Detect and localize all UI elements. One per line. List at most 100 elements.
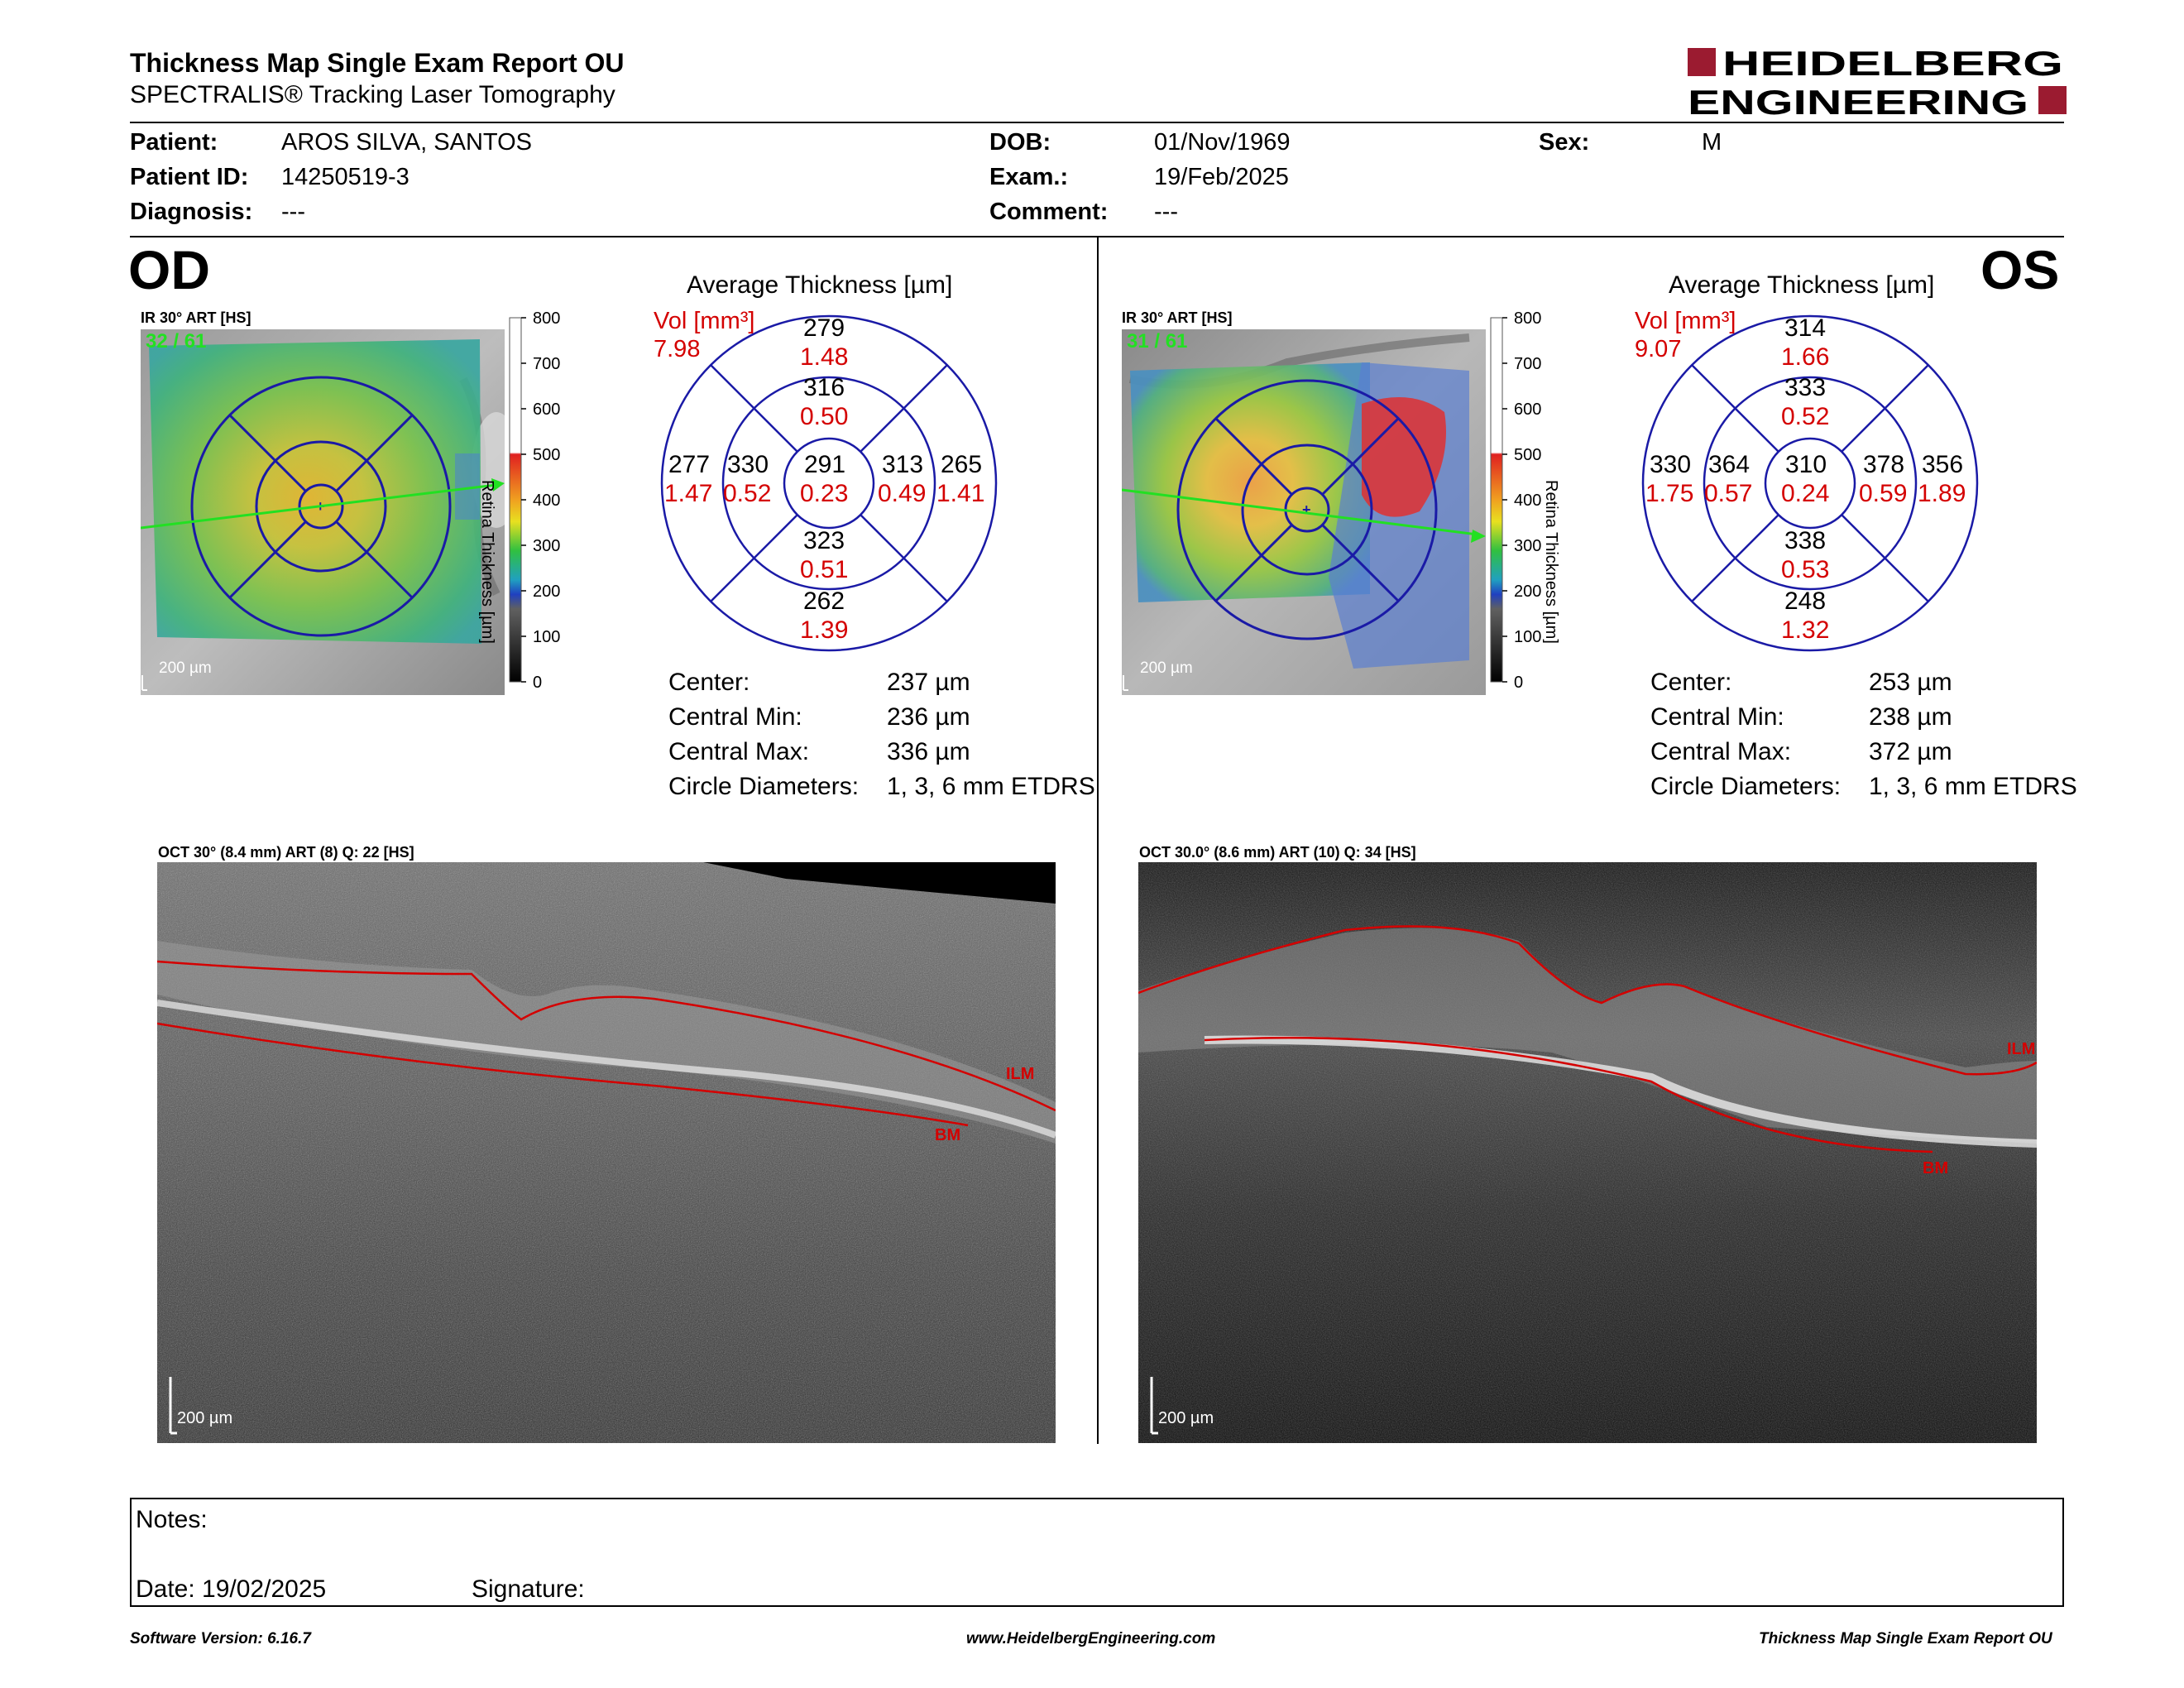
od-outer-inf-vol: 1.39 xyxy=(800,616,849,644)
od-colorbar xyxy=(509,317,526,683)
od-cb-tick-0: 0 xyxy=(533,674,543,692)
comment-label: Comment: xyxy=(989,199,1109,225)
od-center: 291 xyxy=(804,451,846,478)
comment-value: --- xyxy=(1154,199,1178,225)
od-max-value: 336 µm xyxy=(887,738,970,765)
os-center-vol: 0.24 xyxy=(1781,480,1830,507)
os-cb-tick-200: 200 xyxy=(1514,583,1542,601)
footer-website[interactable]: www.HeidelbergEngineering.com xyxy=(966,1630,1216,1647)
os-inner-inf: 338 xyxy=(1784,527,1827,554)
signature-label: Signature: xyxy=(472,1575,585,1603)
od-center-vol: 0.23 xyxy=(800,480,849,507)
os-outer-inf-vol: 1.32 xyxy=(1781,616,1830,644)
info-divider xyxy=(130,236,2064,237)
os-ilm-label: ILM xyxy=(2007,1040,2035,1058)
center-divider xyxy=(1097,237,1099,1444)
os-outer-sup: 314 xyxy=(1784,314,1827,342)
od-outer-left-vol: 1.47 xyxy=(664,480,713,507)
od-oct-scale: 200 µm xyxy=(177,1409,232,1427)
od-eye-label: OD xyxy=(128,239,210,300)
os-etdrs-chart xyxy=(1641,314,1979,652)
os-cb-title: Retina Thickness [µm] xyxy=(1542,480,1560,644)
os-outer-left: 330 xyxy=(1650,451,1692,478)
os-outer-left-vol: 1.75 xyxy=(1645,480,1694,507)
od-inner-left-vol: 0.52 xyxy=(723,480,772,507)
os-cb-tick-100: 100 xyxy=(1514,628,1542,646)
os-fundus-label: IR 30° ART [HS] xyxy=(1122,309,1233,326)
os-cb-tick-800: 800 xyxy=(1514,309,1542,328)
os-oct-bscan: ILM BM 200 µm xyxy=(1138,862,2037,1443)
notes-box[interactable] xyxy=(130,1498,2064,1607)
od-cb-tick-200: 200 xyxy=(533,583,561,601)
od-outer-inf: 262 xyxy=(803,587,845,615)
dob-label: DOB: xyxy=(989,129,1051,156)
os-cb-tick-600: 600 xyxy=(1514,400,1542,419)
od-max-label: Central Max: xyxy=(668,738,810,765)
os-fundus-scale: 200 µm xyxy=(1140,659,1193,677)
os-oct-label: OCT 30.0° (8.6 mm) ART (10) Q: 34 [HS] xyxy=(1139,844,1416,861)
os-inner-right: 378 xyxy=(1863,451,1905,478)
diagnosis-label: Diagnosis: xyxy=(130,199,253,225)
os-max-value: 372 µm xyxy=(1869,738,1952,765)
os-colorbar xyxy=(1490,317,1507,683)
dob-value: 01/Nov/1969 xyxy=(1154,129,1291,156)
logo-line1: HEIDELBERG xyxy=(1722,44,2063,83)
svg-text:+: + xyxy=(1302,501,1311,518)
os-cb-tick-700: 700 xyxy=(1514,355,1542,373)
od-min-label: Central Min: xyxy=(668,703,802,731)
od-inner-sup-vol: 0.50 xyxy=(800,403,849,430)
os-min-label: Central Min: xyxy=(1650,703,1784,731)
footer-report: Thickness Map Single Exam Report OU xyxy=(1759,1630,2052,1647)
od-inner-inf-vol: 0.51 xyxy=(800,556,849,583)
patient-label: Patient: xyxy=(130,129,218,156)
od-ilm-label: ILM xyxy=(1006,1065,1034,1083)
od-outer-right-vol: 1.41 xyxy=(936,480,985,507)
od-diam-label: Circle Diameters: xyxy=(668,773,860,800)
exam-label: Exam.: xyxy=(989,164,1069,190)
os-diam-label: Circle Diameters: xyxy=(1650,773,1842,800)
od-vol-total: 7.98 xyxy=(654,336,701,362)
od-outer-left: 277 xyxy=(668,451,711,478)
od-cb-tick-800: 800 xyxy=(533,309,561,328)
diagnosis-value: --- xyxy=(281,199,305,225)
report-subtitle: SPECTRALIS® Tracking Laser Tomography xyxy=(130,81,615,108)
os-outer-right-vol: 1.89 xyxy=(1918,480,1966,507)
os-min-value: 238 µm xyxy=(1869,703,1952,731)
os-vol-total: 9.07 xyxy=(1635,336,1682,362)
od-inner-left: 330 xyxy=(727,451,769,478)
patient-value: AROS SILVA, SANTOS xyxy=(281,129,532,156)
os-fundus-map: + 31 / 61 200 µm xyxy=(1122,329,1486,695)
od-vol-label: Vol [mm³] xyxy=(654,308,755,334)
header-divider xyxy=(130,122,2064,123)
heidelberg-logo: HEIDELBERG ENGINEERING xyxy=(1688,44,2067,117)
os-inner-sup-vol: 0.52 xyxy=(1781,403,1830,430)
os-eye-label: OS xyxy=(1980,239,2060,300)
os-inner-right-vol: 0.59 xyxy=(1859,480,1908,507)
date-label: Date: 19/02/2025 xyxy=(136,1575,327,1603)
os-inner-left-vol: 0.57 xyxy=(1704,480,1753,507)
os-cb-tick-400: 400 xyxy=(1514,492,1542,510)
od-outer-sup: 279 xyxy=(803,314,845,342)
patient-id-label: Patient ID: xyxy=(130,164,249,190)
od-inner-sup: 316 xyxy=(803,374,845,401)
od-cb-tick-500: 500 xyxy=(533,446,561,464)
od-cb-tick-600: 600 xyxy=(533,400,561,419)
os-cb-tick-500: 500 xyxy=(1514,446,1542,464)
os-diam-value: 1, 3, 6 mm ETDRS xyxy=(1869,773,2077,800)
od-min-value: 236 µm xyxy=(887,703,970,731)
os-inner-left: 364 xyxy=(1708,451,1751,478)
os-center-value: 253 µm xyxy=(1869,669,1952,696)
patient-id-value: 14250519-3 xyxy=(281,164,410,190)
os-cb-tick-300: 300 xyxy=(1514,537,1542,555)
os-outer-right: 356 xyxy=(1922,451,1964,478)
od-center-value: 237 µm xyxy=(887,669,970,696)
os-max-label: Central Max: xyxy=(1650,738,1792,765)
exam-value: 19/Feb/2025 xyxy=(1154,164,1289,190)
notes-label: Notes: xyxy=(136,1506,208,1533)
os-vol-label: Vol [mm³] xyxy=(1635,308,1736,334)
sex-value: M xyxy=(1702,129,1722,156)
sex-label: Sex: xyxy=(1539,129,1590,156)
od-etdrs-chart xyxy=(660,314,998,652)
od-cb-title: Retina Thickness [µm] xyxy=(478,480,496,644)
od-fundus-label: IR 30° ART [HS] xyxy=(141,309,251,326)
